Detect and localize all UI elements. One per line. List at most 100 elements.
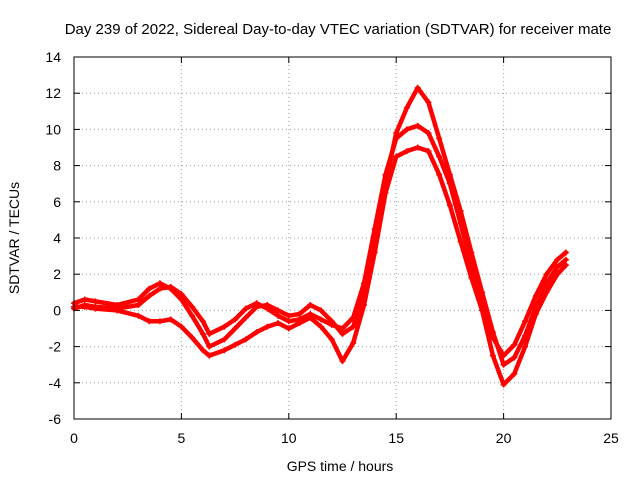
data-point [318, 307, 325, 314]
grid-lines [74, 57, 611, 419]
data-point [189, 312, 196, 319]
data-point [232, 325, 239, 332]
data-point [275, 307, 282, 314]
data-point [199, 330, 206, 337]
data-point [156, 280, 163, 287]
data-point [242, 305, 249, 312]
x-axis-label: GPS time / hours [287, 458, 394, 474]
data-point [318, 323, 325, 330]
data-point [350, 323, 357, 330]
data-point [307, 301, 314, 308]
data-point [178, 291, 185, 298]
data-point [146, 292, 153, 299]
data-point [92, 298, 99, 305]
data-point [436, 153, 443, 160]
y-tick-label: 4 [53, 230, 61, 246]
data-point [511, 370, 518, 377]
data-point [318, 316, 325, 323]
data-point [221, 323, 228, 330]
data-point [296, 320, 303, 327]
y-tick-label: -6 [49, 411, 62, 427]
data-point [554, 256, 561, 263]
data-point [253, 303, 260, 310]
data-point [156, 285, 163, 292]
data-point [522, 343, 529, 350]
data-point [511, 341, 518, 348]
data-point [232, 316, 239, 323]
data-point [113, 301, 120, 308]
data-point [92, 305, 99, 312]
data-point [371, 249, 378, 256]
data-point [206, 330, 213, 337]
data-point [532, 292, 539, 299]
data-point [562, 256, 569, 263]
data-point [414, 144, 421, 151]
data-point [468, 274, 475, 281]
data-point [446, 202, 453, 209]
data-point [403, 104, 410, 111]
data-point [221, 336, 228, 343]
data-point [382, 189, 389, 196]
y-tick-label: 14 [45, 49, 61, 65]
data-point [275, 312, 282, 319]
data-point [360, 301, 367, 308]
y-tick-label: 10 [45, 121, 61, 137]
data-point [436, 135, 443, 142]
data-point [178, 296, 185, 303]
data-point [511, 354, 518, 361]
data-point [500, 361, 507, 368]
data-point [446, 171, 453, 178]
x-tick-label: 0 [70, 430, 78, 446]
data-point [436, 171, 443, 178]
data-point [253, 329, 260, 336]
data-point [167, 316, 174, 323]
data-point [275, 320, 282, 327]
data-point [562, 262, 569, 269]
x-tick-label: 5 [178, 430, 186, 446]
chart-title: Day 239 of 2022, Sidereal Day-to-day VTE… [65, 21, 612, 38]
data-point [339, 358, 346, 365]
data-point [328, 336, 335, 343]
data-point [414, 122, 421, 129]
data-point [178, 323, 185, 330]
data-point [285, 325, 292, 332]
data-point [328, 318, 335, 325]
axis-ticks: 0 5 10 15 20 25 -6 -4 -2 0 2 4 6 8 10 12 14 [45, 49, 619, 446]
y-tick-label: 12 [45, 85, 61, 101]
data-point [189, 303, 196, 310]
y-tick-label: -4 [49, 375, 62, 391]
data-point [285, 312, 292, 319]
data-point [113, 307, 120, 314]
data-point [403, 148, 410, 155]
data-point [146, 318, 153, 325]
data-point [146, 285, 153, 292]
data-point [296, 311, 303, 318]
y-tick-label: 8 [53, 158, 61, 174]
data-point [457, 207, 464, 214]
data-point [242, 336, 249, 343]
data-point [500, 381, 507, 388]
data-point [479, 307, 486, 314]
data-point [489, 352, 496, 359]
data-point [199, 347, 206, 354]
data-point [532, 311, 539, 318]
data-point [206, 352, 213, 359]
data-point [554, 263, 561, 270]
data-point [543, 280, 550, 287]
data-point [264, 323, 271, 330]
data-point [199, 318, 206, 325]
data-point [81, 296, 88, 303]
data-point [403, 126, 410, 133]
data-point [393, 153, 400, 160]
data-point [393, 130, 400, 137]
y-tick-label: -2 [49, 339, 62, 355]
data-point [81, 303, 88, 310]
data-point [554, 271, 561, 278]
data-point [543, 289, 550, 296]
y-axis-label: SDTVAR / TECUs [6, 182, 22, 294]
series-track-3 [71, 145, 569, 387]
data-point [562, 249, 569, 256]
data-point [307, 314, 314, 321]
x-tick-label: 15 [388, 430, 404, 446]
